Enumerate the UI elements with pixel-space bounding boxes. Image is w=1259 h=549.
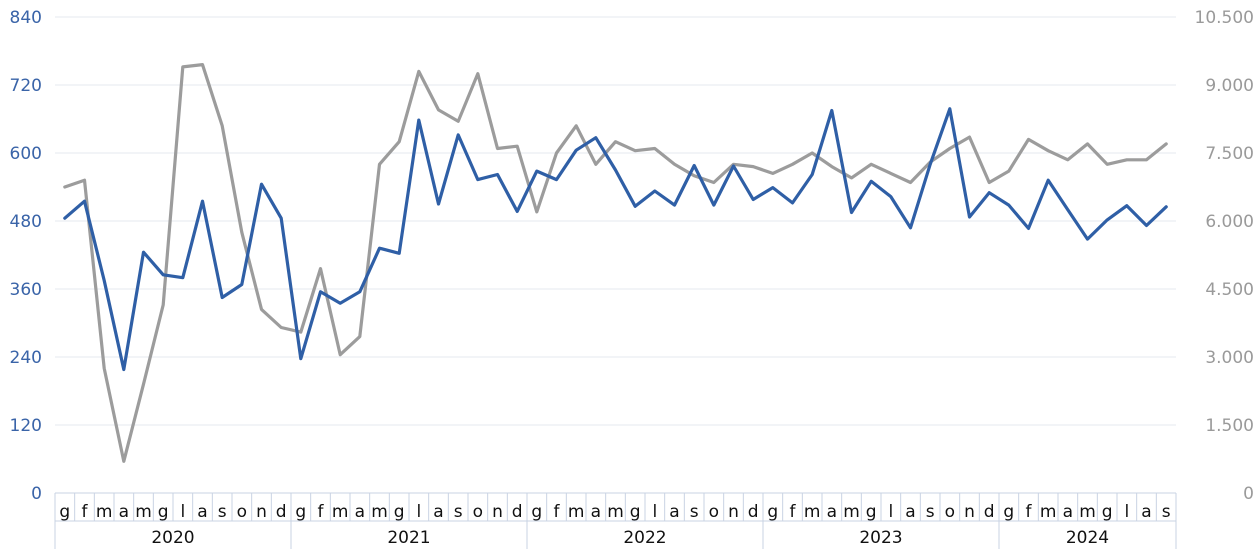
month-label: m <box>568 502 585 522</box>
month-label: m <box>843 502 860 522</box>
right-tick-label: 4.500 <box>1205 280 1254 300</box>
right-tick-label: 10.500 <box>1195 8 1254 28</box>
month-label: m <box>1079 502 1096 522</box>
right-tick-label: 0 <box>1243 484 1254 504</box>
month-label: o <box>945 502 955 522</box>
month-label: a <box>355 502 365 522</box>
month-label: o <box>709 502 719 522</box>
month-label: f <box>790 502 797 522</box>
left-tick-label: 240 <box>10 348 42 368</box>
month-label: a <box>197 502 207 522</box>
month-label: s <box>218 502 227 522</box>
month-label: g <box>866 502 877 522</box>
year-label: 2023 <box>859 528 902 548</box>
year-label: 2024 <box>1066 528 1109 548</box>
month-label: a <box>433 502 443 522</box>
month-label: g <box>630 502 641 522</box>
right-tick-label: 7.500 <box>1205 144 1254 164</box>
year-label: 2020 <box>151 528 194 548</box>
month-label: g <box>158 502 169 522</box>
month-label: o <box>237 502 247 522</box>
month-label: f <box>318 502 325 522</box>
month-label: m <box>332 502 349 522</box>
year-label: 2021 <box>387 528 430 548</box>
month-label: f <box>1026 502 1033 522</box>
month-label: g <box>767 502 778 522</box>
month-label: d <box>512 502 523 522</box>
left-tick-label: 120 <box>10 416 42 436</box>
month-label: g <box>295 502 306 522</box>
series-lines <box>63 62 1168 463</box>
month-label: l <box>1124 502 1129 522</box>
month-label: s <box>1162 502 1171 522</box>
month-label: l <box>180 502 185 522</box>
month-label: g <box>1003 502 1014 522</box>
month-label: a <box>905 502 915 522</box>
month-label: a <box>1141 502 1151 522</box>
month-label: m <box>135 502 152 522</box>
left-tick-label: 840 <box>10 8 42 28</box>
right-tick-label: 9.000 <box>1205 76 1254 96</box>
month-label: g <box>394 502 405 522</box>
month-label: o <box>473 502 483 522</box>
year-label: 2022 <box>623 528 666 548</box>
month-label: f <box>554 502 561 522</box>
left-tick-label: 480 <box>10 212 42 232</box>
month-label: g <box>59 502 70 522</box>
series-line-right-axis <box>63 62 1168 463</box>
month-label: s <box>454 502 463 522</box>
left-tick-label: 360 <box>10 280 42 300</box>
month-label: s <box>690 502 699 522</box>
month-label: a <box>669 502 679 522</box>
month-label: m <box>607 502 624 522</box>
axis-labels: 0 0 120 1.500 240 3.000 360 4.500 480 6.000 600 7.5… <box>10 8 1254 548</box>
month-label: d <box>276 502 287 522</box>
left-tick-label: 720 <box>10 76 42 96</box>
right-tick-label: 1.500 <box>1205 416 1254 436</box>
month-label: m <box>96 502 113 522</box>
month-label: g <box>1102 502 1113 522</box>
month-label: a <box>827 502 837 522</box>
month-label: a <box>1063 502 1073 522</box>
month-label: l <box>888 502 893 522</box>
month-label: d <box>984 502 995 522</box>
month-label: m <box>804 502 821 522</box>
month-label: a <box>119 502 129 522</box>
month-label: a <box>591 502 601 522</box>
month-label: g <box>531 502 542 522</box>
month-label: f <box>82 502 89 522</box>
month-label: d <box>748 502 759 522</box>
left-tick-label: 0 <box>31 484 42 504</box>
month-label: l <box>652 502 657 522</box>
grid-lines <box>54 16 1177 549</box>
series-line-left-axis <box>63 107 1168 372</box>
month-label: m <box>371 502 388 522</box>
month-label: n <box>728 502 739 522</box>
month-label: l <box>416 502 421 522</box>
month-label: m <box>1040 502 1057 522</box>
right-tick-label: 3.000 <box>1205 348 1254 368</box>
right-tick-label: 6.000 <box>1205 212 1254 232</box>
left-tick-label: 600 <box>10 144 42 164</box>
month-label: n <box>256 502 267 522</box>
month-label: n <box>492 502 503 522</box>
month-label: n <box>964 502 975 522</box>
month-label: s <box>926 502 935 522</box>
